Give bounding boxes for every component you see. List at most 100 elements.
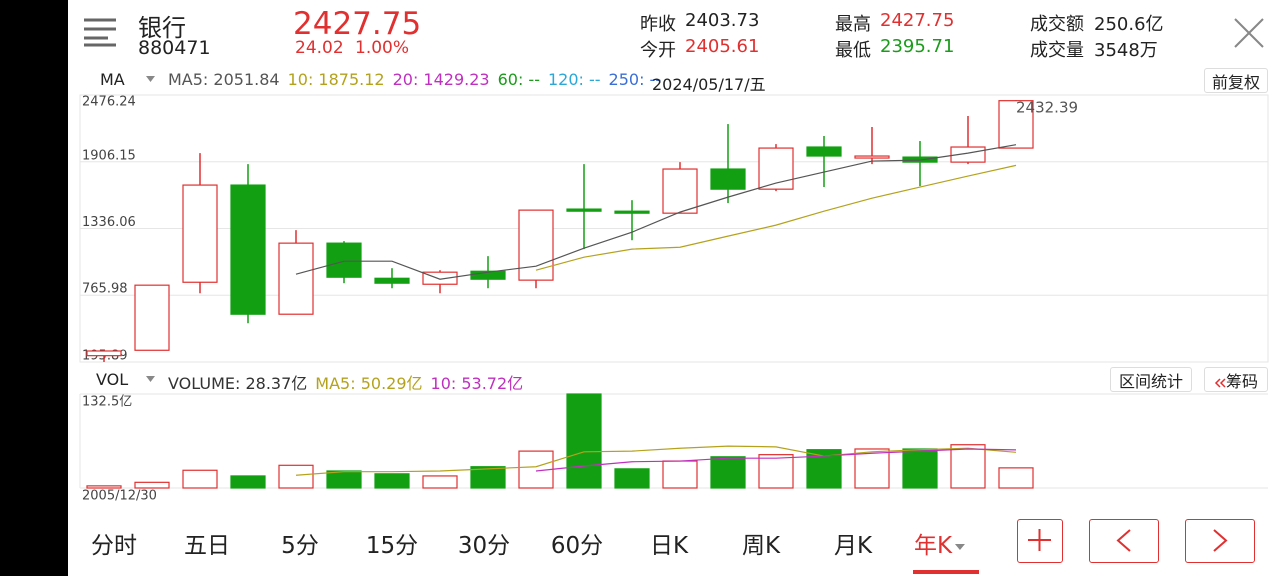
change: 24.02 xyxy=(295,38,344,58)
volume-bar xyxy=(998,467,1034,489)
volume-bar xyxy=(470,466,506,489)
tab[interactable]: 年K xyxy=(914,526,966,560)
stat-label: 成交额 xyxy=(1030,14,1084,35)
candle-body xyxy=(374,277,410,284)
candle-body xyxy=(326,242,362,278)
stat-value: 2427.75 xyxy=(880,10,955,31)
volume-bar xyxy=(950,444,986,489)
candle-body xyxy=(518,209,554,281)
volume-bar xyxy=(662,460,698,489)
ma-line xyxy=(535,448,1017,472)
start-date: 2005/12/30 xyxy=(82,489,157,504)
volume-bar xyxy=(614,468,650,489)
volume-legend: VOLUME: 28.37亿 MA5: 50.29亿 10: 53.72亿 xyxy=(168,370,523,394)
chips-button[interactable]: 筹码 xyxy=(1204,367,1268,392)
legend-entry: 20: 1429.23 xyxy=(392,70,490,89)
volume-bar xyxy=(182,469,218,489)
candle-body xyxy=(182,184,218,283)
candle-body xyxy=(566,208,602,212)
ma-line xyxy=(535,164,1017,271)
dropdown-icon xyxy=(146,76,155,82)
tab[interactable]: 月K xyxy=(833,533,873,559)
tab[interactable]: 15分 xyxy=(365,533,419,559)
legend-entry: 10: 53.72亿 xyxy=(430,374,524,393)
stat-label: 成交量 xyxy=(1030,40,1084,61)
date: 2024/05/17/五 xyxy=(652,75,766,94)
stat-value: 250.6亿 xyxy=(1094,14,1164,35)
volume-bar xyxy=(230,475,266,489)
stat-label: 最高 xyxy=(835,14,871,35)
y-tick-label: 132.5亿 xyxy=(82,395,132,410)
right-icon xyxy=(1213,529,1228,552)
ma-line xyxy=(295,144,1017,280)
candle-body xyxy=(614,210,650,214)
stat-value: 2395.71 xyxy=(880,36,955,57)
volume-bar xyxy=(854,448,890,489)
close-icon[interactable] xyxy=(1233,17,1265,49)
stock-name: 银行 xyxy=(138,14,186,42)
left-icon xyxy=(1116,529,1131,552)
legend-entry: 60: -- xyxy=(497,70,540,89)
stat-label: 今开 xyxy=(640,40,676,61)
next-button[interactable] xyxy=(1185,519,1255,563)
legend-entry: MA5: 2051.84 xyxy=(168,70,280,89)
candle-body xyxy=(230,184,266,315)
menu-icon[interactable] xyxy=(84,17,118,47)
stat-value: 2403.73 xyxy=(685,10,760,31)
stat-label: 最低 xyxy=(835,40,871,61)
tab[interactable]: 30分 xyxy=(457,533,511,559)
candle-body xyxy=(422,271,458,285)
vol-selector[interactable]: VOL xyxy=(96,370,129,389)
ma-selector[interactable]: MA xyxy=(100,70,125,89)
ma-legend: MA5: 2051.84 10: 1875.12 20: 1429.23 60: --… xyxy=(168,70,661,89)
candle-body xyxy=(854,155,890,159)
candle-body xyxy=(86,350,122,357)
tab[interactable]: 周K xyxy=(741,533,781,559)
candle-body xyxy=(710,168,746,190)
tab[interactable]: 60分 xyxy=(550,533,604,559)
volume-bar xyxy=(566,393,602,489)
volume-bar xyxy=(326,470,362,489)
zoom-in-button[interactable] xyxy=(1017,519,1063,563)
legend-entry: 250: -- xyxy=(608,70,662,89)
legend-entry: VOLUME: 28.37亿 xyxy=(168,374,308,393)
dropdown-icon xyxy=(146,376,155,382)
volume-bar xyxy=(710,456,746,489)
tab[interactable]: 日K xyxy=(649,533,689,559)
volume-bar xyxy=(374,473,410,489)
stat-value: 3548万 xyxy=(1094,40,1158,61)
change-pct: 1.00% xyxy=(355,38,410,58)
volume-bar xyxy=(134,481,170,489)
candle-body xyxy=(662,168,698,214)
adjust-button[interactable]: 前复权 xyxy=(1204,68,1268,93)
chips-icon xyxy=(1214,377,1226,388)
plus-icon xyxy=(1028,529,1051,551)
tab[interactable]: 五日 xyxy=(184,533,230,559)
legend-entry: 10: 1875.12 xyxy=(287,70,385,89)
candle-body xyxy=(758,147,794,190)
stock-code: 880471 xyxy=(138,37,211,59)
y-tick-label: 765.98 xyxy=(82,282,128,297)
candle-body xyxy=(806,146,842,157)
left-bar xyxy=(0,0,68,576)
volume-bar xyxy=(758,454,794,489)
range-stats-button[interactable]: 区间统计 xyxy=(1110,367,1192,392)
y-tick-label: 1906.15 xyxy=(82,148,136,163)
candle-body xyxy=(134,284,170,351)
legend-entry: 120: -- xyxy=(547,70,601,89)
volume-bar xyxy=(422,475,458,489)
price: 2427.75 xyxy=(293,6,422,42)
ma-line xyxy=(295,445,1017,476)
annotation: 2432.39 xyxy=(1016,99,1078,117)
stat-value: 2405.61 xyxy=(685,36,760,57)
candle-body xyxy=(278,242,314,315)
volume-bar xyxy=(278,464,314,489)
tab[interactable]: 5分 xyxy=(281,533,319,559)
prev-button[interactable] xyxy=(1089,519,1159,563)
volume-bar xyxy=(902,448,938,489)
tab[interactable]: 分时 xyxy=(91,533,137,559)
legend-entry: MA5: 50.29亿 xyxy=(315,374,423,393)
y-tick-label: 1336.06 xyxy=(82,215,136,230)
candle-body xyxy=(998,100,1034,149)
